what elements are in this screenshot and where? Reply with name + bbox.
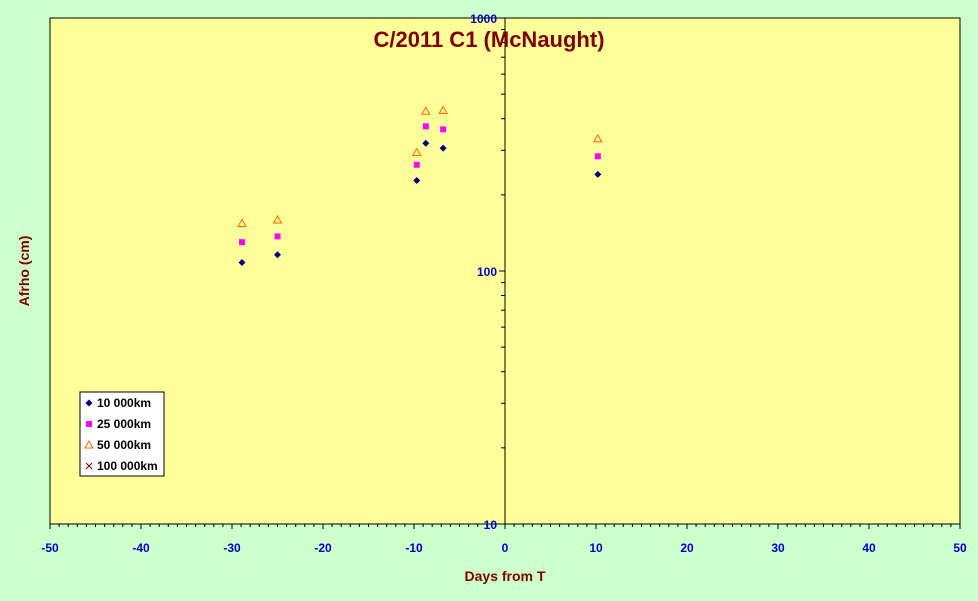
legend-label: 25 000km — [97, 417, 151, 431]
x-tick-label: 30 — [771, 541, 785, 555]
x-tick-label: 20 — [680, 541, 694, 555]
legend-label: 100 000km — [97, 459, 158, 473]
chart-title: C/2011 C1 (McNaught) — [373, 27, 604, 52]
x-tick-label: -30 — [223, 541, 241, 555]
data-point — [422, 123, 429, 130]
x-tick-label: 50 — [953, 541, 967, 555]
data-point — [592, 133, 603, 143]
legend-label: 10 000km — [97, 396, 151, 410]
x-axis-title: Days from T — [465, 568, 546, 584]
data-point — [274, 251, 281, 259]
data-point — [272, 215, 283, 224]
legend-marker — [85, 462, 93, 470]
data-point — [594, 170, 602, 178]
legend-label: 50 000km — [97, 438, 151, 452]
data-point — [440, 126, 447, 133]
y-tick-label: 100 — [477, 265, 497, 279]
data-point — [420, 106, 431, 115]
data-point — [411, 147, 422, 157]
data-point — [594, 153, 601, 160]
data-point — [238, 259, 246, 267]
legend: 10 000km 25 000km 50 000km 100 000km — [79, 391, 165, 477]
x-tick-label: -20 — [314, 541, 332, 555]
y-tick-label: 10 — [484, 518, 498, 532]
x-tick-label: -10 — [405, 541, 423, 555]
x-tick-label: -40 — [132, 541, 150, 555]
legend-box — [79, 391, 165, 477]
data-points-layer — [237, 105, 603, 267]
x-tick-label: 10 — [589, 541, 603, 555]
x-tick-label: 0 — [502, 541, 509, 555]
data-point — [422, 139, 430, 147]
data-point — [413, 161, 420, 168]
legend-marker — [85, 399, 93, 407]
data-point — [237, 218, 247, 228]
data-point — [438, 105, 448, 114]
legend-marker — [84, 439, 94, 449]
data-point — [413, 176, 421, 184]
y-axis-title: Afrho (cm) — [16, 236, 32, 307]
data-point — [439, 144, 447, 152]
x-tick-label: -50 — [41, 541, 59, 555]
y-tick-label: 1000 — [470, 12, 497, 26]
legend-marker — [86, 421, 92, 427]
data-point — [274, 233, 281, 240]
axis-layer: -50 -40 -30 -20 -10 0 10 20 30 40 50 10 100 1000 — [41, 12, 967, 555]
x-tick-label: 40 — [862, 541, 876, 555]
data-point — [239, 239, 246, 246]
